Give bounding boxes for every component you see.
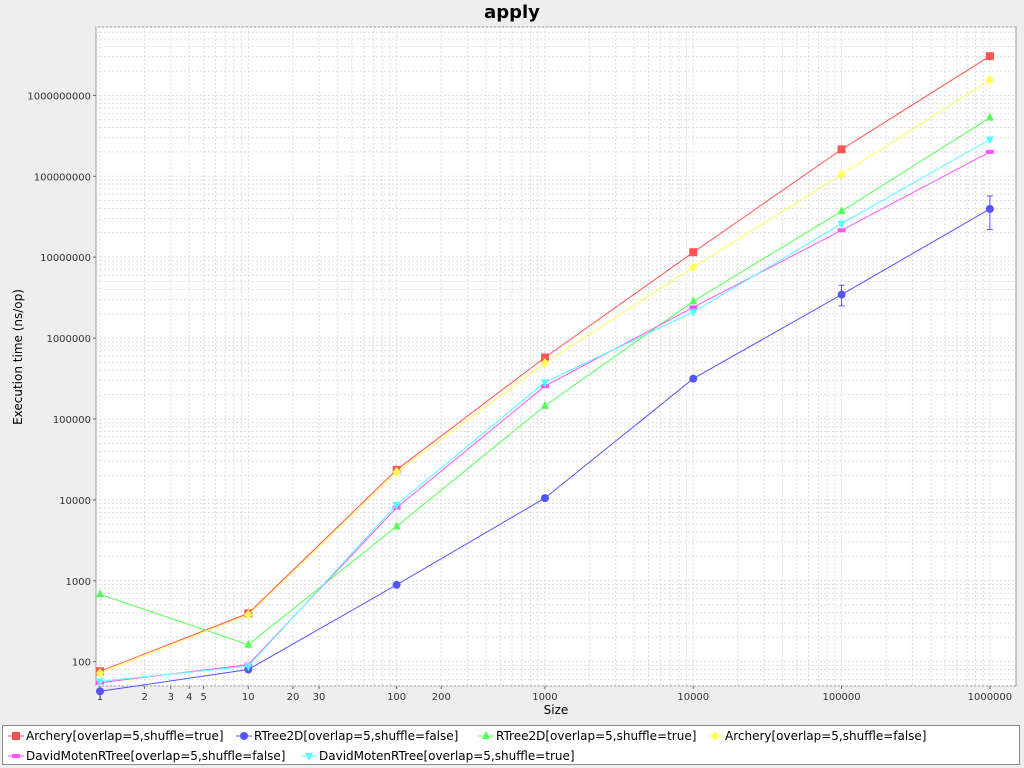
- data-point: [985, 74, 994, 85]
- data-point: [985, 112, 994, 121]
- y-axis-label: Execution time (ns/op): [11, 289, 25, 425]
- y-tick-label: 100000000: [34, 172, 91, 183]
- legend-label: RTree2D[overlap=5,shuffle=false]: [254, 729, 459, 743]
- x-tick-label: 200: [432, 692, 451, 703]
- legend-marker: [305, 753, 313, 761]
- y-tick-label: 1000000000: [27, 91, 91, 102]
- legend-marker: [240, 732, 248, 740]
- data-point: [540, 353, 549, 362]
- series-3: [95, 112, 994, 648]
- data-point: [985, 136, 994, 145]
- data-point: [540, 494, 549, 503]
- data-point: [837, 290, 846, 299]
- data-point: [392, 580, 401, 589]
- data-point: [392, 467, 401, 478]
- data-point: [689, 308, 698, 317]
- legend-label: Archery[overlap=5,shuffle=false]: [725, 729, 927, 743]
- legend: Archery[overlap=5,shuffle=true] RTree2D[o…: [2, 725, 1020, 765]
- legend-marker: [12, 732, 20, 740]
- x-tick-label: 10000: [677, 692, 709, 703]
- legend-marker: [12, 754, 20, 758]
- data-point: [837, 228, 846, 233]
- legend-swatch: [478, 731, 494, 739]
- x-tick-label: 20: [287, 692, 300, 703]
- data-point: [837, 206, 846, 215]
- data-point: [985, 149, 994, 154]
- x-tick-label: 3: [168, 692, 174, 703]
- y-tick-label: 10000000: [40, 253, 91, 264]
- data-point: [95, 668, 104, 679]
- data-point: [540, 379, 549, 388]
- data-point: [95, 589, 104, 598]
- x-tick-label: 10: [242, 692, 255, 703]
- y-tick-label: 1000000: [46, 334, 91, 345]
- x-tick-label: 5: [200, 692, 206, 703]
- legend-swatch: [707, 731, 723, 741]
- x-tick-label: 4: [186, 692, 192, 703]
- legend-swatch: [8, 732, 24, 740]
- data-point: [689, 374, 698, 383]
- x-axis-label: Size: [544, 703, 569, 717]
- chart-title: apply: [484, 2, 540, 23]
- data-point: [392, 501, 401, 510]
- legend-label: Archery[overlap=5,shuffle=true]: [26, 729, 224, 743]
- data-point: [689, 262, 698, 273]
- legend-label: DavidMotenRTree[overlap=5,shuffle=true]: [319, 749, 575, 763]
- data-point: [95, 687, 104, 696]
- x-tick-label: 2: [141, 692, 147, 703]
- data-point: [689, 296, 698, 305]
- y-tick-label: 1000: [66, 577, 91, 588]
- data-point: [837, 169, 846, 180]
- legend-swatch: [8, 754, 24, 758]
- x-tick-label: 30: [313, 692, 326, 703]
- x-tick-label: 1000000: [968, 692, 1013, 703]
- series-2: [95, 195, 994, 696]
- data-point: [392, 521, 401, 530]
- x-tick-label: 1000: [532, 692, 557, 703]
- data-point: [985, 52, 994, 61]
- data-point: [689, 248, 698, 257]
- legend-label: DavidMotenRTree[overlap=5,shuffle=false]: [26, 749, 286, 763]
- legend-label: RTree2D[overlap=5,shuffle=true]: [496, 729, 697, 743]
- y-tick-label: 10000: [59, 496, 91, 507]
- data-point: [244, 663, 253, 672]
- x-tick-label: 100000: [822, 692, 860, 703]
- data-point: [837, 145, 846, 154]
- legend-swatch: [236, 732, 252, 740]
- data-point: [540, 358, 549, 369]
- series-4: [95, 74, 994, 679]
- series-6: [95, 136, 994, 687]
- data-point: [540, 400, 549, 409]
- x-tick-label: 1: [97, 692, 103, 703]
- legend-marker: [482, 731, 490, 739]
- data-point: [985, 204, 994, 213]
- data-point: [244, 609, 253, 620]
- data-point: [244, 639, 253, 648]
- x-tick-label: 100: [387, 692, 406, 703]
- legend-marker: [711, 731, 719, 741]
- data-point: [689, 305, 698, 310]
- legend-swatch: [301, 753, 317, 761]
- data-point: [837, 220, 846, 229]
- data-point: [95, 678, 104, 687]
- y-tick-label: 100000: [53, 415, 91, 426]
- y-tick-label: 100: [72, 658, 91, 669]
